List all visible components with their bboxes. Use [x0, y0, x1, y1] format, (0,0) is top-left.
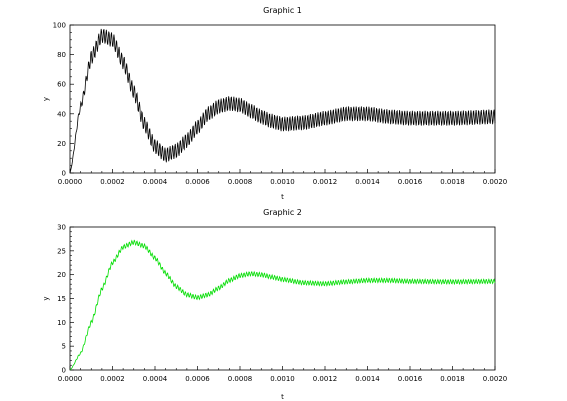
y-tick-label: 60	[57, 81, 66, 89]
x-tick-label: 0.0020	[483, 375, 508, 383]
x-tick-label: 0.0000	[58, 375, 83, 383]
x-tick-label: 0.0012	[313, 375, 338, 383]
plot-frame	[69, 226, 496, 371]
x-tick-label: 0.0012	[313, 178, 338, 186]
chart-panel-1: Graphic 1 0.0000 0.0002 0.0004 0.0006 0.0008 0…	[42, 6, 507, 201]
y-tick-label: 15	[57, 295, 66, 303]
series-line-1	[69, 239, 496, 371]
x-tick-label: 0.0006	[185, 178, 210, 186]
y-tick-label: 100	[53, 22, 66, 30]
x-tick-label: 0.0004	[143, 375, 168, 383]
y-tick-label: 25	[57, 247, 66, 255]
x-tick-label: 0.0016	[398, 375, 423, 383]
y-axis-label: y	[42, 296, 50, 300]
chart-title: Graphic 1	[263, 6, 302, 15]
y-tick-label: 30	[57, 224, 66, 232]
chart-title: Graphic 2	[263, 208, 302, 217]
y-tick-label: 0	[62, 367, 66, 375]
x-tick-label: 0.0016	[398, 178, 423, 186]
y-tick-label: 80	[57, 51, 66, 59]
chart-panel-2: Graphic 2 0.0000 0.0002 0.0004 0.0006 0.0008 0…	[42, 208, 507, 401]
y-tick-label: 20	[57, 140, 66, 148]
y-tick-label: 20	[57, 271, 66, 279]
x-tick-label: 0.0006	[185, 375, 210, 383]
x-axis-label: t	[281, 393, 284, 401]
x-tick-label: 0.0014	[355, 178, 380, 186]
y-tick-label: 10	[57, 319, 66, 327]
y-tick-label: 0	[62, 170, 66, 178]
x-axis-label: t	[281, 193, 284, 201]
y-tick-label: 40	[57, 110, 66, 118]
x-tick-label: 0.0010	[270, 375, 295, 383]
series-line-1	[69, 28, 496, 174]
x-tick-label: 0.0018	[440, 178, 465, 186]
x-tick-label: 0.0010	[270, 178, 295, 186]
x-tick-label: 0.0002	[100, 178, 125, 186]
x-tick-label: 0.0014	[355, 375, 380, 383]
x-tick-label: 0.0020	[483, 178, 508, 186]
x-tick-label: 0.0008	[228, 375, 253, 383]
x-tick-label: 0.0018	[440, 375, 465, 383]
x-tick-label: 0.0002	[100, 375, 125, 383]
x-tick-label: 0.0008	[228, 178, 253, 186]
plot-frame	[69, 24, 496, 174]
y-tick-label: 5	[62, 343, 66, 351]
y-axis-label: y	[42, 97, 50, 101]
x-tick-label: 0.0000	[58, 178, 83, 186]
x-tick-label: 0.0004	[143, 178, 168, 186]
